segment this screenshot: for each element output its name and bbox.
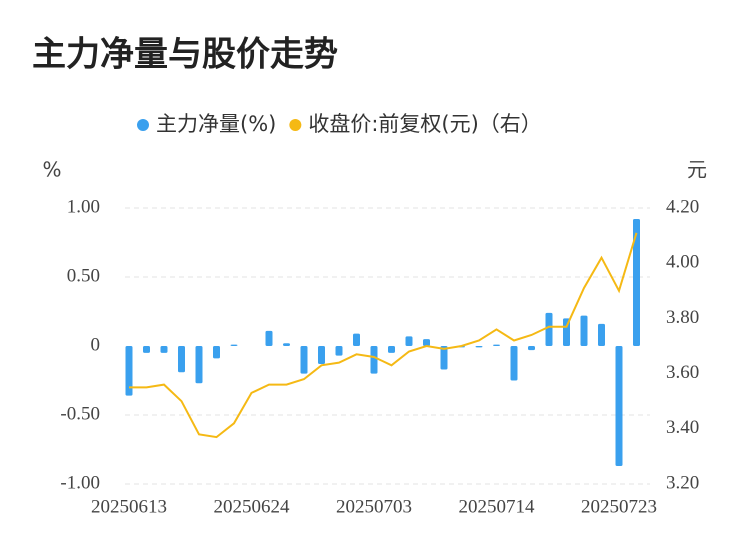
bar	[423, 339, 430, 346]
y-tick-label: 1.00	[67, 196, 100, 217]
y2-tick-label: 3.20	[666, 472, 699, 493]
y2-tick-label: 4.20	[666, 196, 699, 217]
bar	[528, 346, 535, 351]
bar	[283, 343, 290, 346]
bar	[300, 346, 308, 374]
x-tick-label: 20250613	[91, 496, 167, 517]
y-tick-label: 0.50	[67, 265, 100, 286]
bar	[440, 346, 448, 370]
bar	[563, 318, 570, 346]
bar	[475, 346, 483, 348]
bar	[598, 323, 605, 346]
y-axis-label: %	[42, 158, 61, 182]
bar	[633, 219, 640, 346]
bar	[230, 344, 238, 346]
bar	[405, 336, 413, 346]
y2-axis-label: 元	[687, 158, 707, 182]
y2-tick-label: 3.60	[666, 362, 699, 383]
legend-label: 主力净量(%)	[156, 112, 276, 136]
chart-title: 主力净量与股价走势	[32, 35, 338, 75]
y2-tick-label: 3.40	[666, 417, 699, 438]
y2-tick-label: 3.80	[666, 307, 699, 328]
price-line	[129, 232, 638, 439]
bar	[318, 346, 325, 364]
bar	[510, 346, 518, 381]
x-tick-label: 20250723	[581, 496, 657, 517]
bar	[580, 315, 588, 346]
legend-marker	[289, 119, 302, 131]
legend-marker	[137, 119, 149, 131]
bar	[493, 344, 500, 346]
bar	[213, 346, 220, 359]
bar	[178, 346, 185, 373]
y-tick-label: -1.00	[60, 472, 100, 493]
bar	[545, 312, 553, 346]
legend-label: 收盘价:前复权(元)（右）	[308, 112, 541, 136]
x-tick-label: 20250624	[214, 496, 291, 517]
y-tick-label: -0.50	[60, 403, 100, 424]
x-tick-label: 20250714	[459, 496, 536, 517]
bar	[265, 330, 273, 346]
bar	[143, 346, 150, 353]
bar	[615, 346, 623, 467]
bar	[353, 333, 360, 346]
bar	[370, 346, 378, 374]
bar	[195, 346, 203, 384]
x-tick-label: 20250703	[336, 496, 412, 517]
y2-tick-label: 4.00	[666, 252, 699, 273]
bar	[388, 346, 395, 353]
bar	[160, 346, 168, 353]
bar	[335, 346, 343, 356]
y-tick-label: 0	[91, 334, 101, 355]
bar	[125, 346, 133, 396]
